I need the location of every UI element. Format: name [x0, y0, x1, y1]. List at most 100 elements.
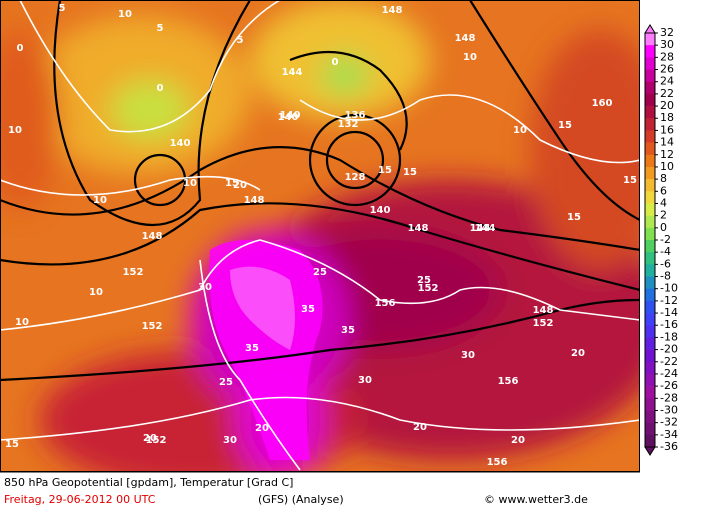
- contour-label: 152: [146, 435, 167, 446]
- colorbar-label: -4: [660, 245, 671, 258]
- colorbar-band: [645, 252, 655, 265]
- colorbar-label: 16: [660, 123, 674, 136]
- caption-title: 850 hPa Geopotential [gpdam], Temperatur…: [4, 476, 293, 489]
- colorbar-label: -16: [660, 318, 678, 331]
- colorbar-band: [645, 240, 655, 253]
- colorbar-band: [645, 69, 655, 83]
- colorbar-arrow-top: [644, 24, 656, 34]
- contour-label: 152: [142, 321, 163, 332]
- contour-label: 148: [455, 33, 476, 44]
- colorbar-band: [645, 81, 655, 95]
- contour-label: 132: [338, 119, 359, 130]
- contour-label: 10: [463, 52, 477, 63]
- colorbar-band: [645, 142, 655, 156]
- contour-label: 30: [358, 375, 372, 386]
- colorbar-band: [645, 154, 655, 168]
- colorbar-band: [645, 179, 655, 192]
- temperature-contours: [0, 0, 640, 471]
- contour-label: 148: [382, 5, 403, 16]
- contour-label: 160: [592, 98, 613, 109]
- colorbar-label: 10: [660, 160, 674, 173]
- contour-label: 0: [17, 43, 24, 54]
- contour-label: 30: [223, 435, 237, 446]
- contour-label: 20: [233, 180, 247, 191]
- contour-label: 5: [237, 35, 244, 46]
- colorbar-label: 4: [660, 196, 667, 209]
- colorbar-band: [645, 337, 655, 350]
- contour-label: 140: [280, 110, 301, 121]
- contour-label: 156: [375, 298, 396, 309]
- colorbar-band: [645, 349, 655, 363]
- colorbar-band: [645, 373, 655, 387]
- colorbar-label: 30: [660, 38, 674, 51]
- contour-label: 15: [403, 167, 417, 178]
- contour-label: 152: [418, 283, 439, 294]
- contour-label: 20: [255, 423, 269, 434]
- contour-label: 10: [513, 125, 527, 136]
- contour-label: 15: [5, 439, 19, 450]
- contour-label: 15: [623, 175, 637, 186]
- colorbar-label: -14: [660, 306, 678, 319]
- colorbar-label: 18: [660, 111, 674, 124]
- colorbar-label: -6: [660, 257, 671, 270]
- contour-label: 25: [219, 377, 233, 388]
- colorbar-band: [645, 33, 655, 46]
- colorbar-band: [645, 93, 655, 107]
- caption-date: Freitag, 29-06-2012 00 UTC: [4, 493, 156, 506]
- colorbar-band: [645, 398, 655, 411]
- contour-label: 152: [123, 267, 144, 278]
- contour-label: 35: [301, 304, 315, 315]
- contour-label: 136: [345, 110, 366, 121]
- colorbar-band: [645, 203, 655, 216]
- colorbar-label: 26: [660, 63, 674, 76]
- colorbar-label: -26: [660, 379, 678, 392]
- contour-label: 15: [378, 165, 392, 176]
- contour-label: 144: [475, 223, 496, 234]
- colorbar-band: [645, 422, 655, 436]
- contour-label: 15: [558, 120, 572, 131]
- contour-label: 10: [118, 9, 132, 20]
- contour-label: 144: [282, 67, 303, 78]
- colorbar: 32302826242220181614121086420-2-4-6-8-10…: [644, 24, 678, 456]
- colorbar-band: [645, 325, 655, 338]
- contour-label: 156: [498, 376, 519, 387]
- colorbar-label: 6: [660, 184, 667, 197]
- colorbar-band: [645, 276, 655, 290]
- colorbar-band: [645, 434, 655, 448]
- colorbar-label: 20: [660, 99, 674, 112]
- contour-label: 15: [225, 178, 239, 189]
- contour-label: 148: [244, 195, 265, 206]
- contour-label: 35: [341, 325, 355, 336]
- colorbar-band: [645, 386, 655, 399]
- colorbar-label: -12: [660, 294, 678, 307]
- contour-label: 0: [332, 57, 339, 68]
- contour-label: 30: [198, 282, 212, 293]
- colorbar-label: 32: [660, 26, 674, 39]
- contour-label: 10: [15, 317, 29, 328]
- colorbar-label: -10: [660, 282, 678, 295]
- colorbar-band: [645, 106, 655, 119]
- contour-label: 20: [511, 435, 525, 446]
- contour-label: 20: [413, 422, 427, 433]
- colorbar-band: [645, 118, 655, 131]
- contour-label: 140: [278, 112, 299, 123]
- hot-core: [230, 266, 295, 350]
- colorbar-band: [645, 57, 655, 70]
- colorbar-band: [645, 45, 655, 58]
- contour-label: 140: [170, 138, 191, 149]
- contour-label: 10: [89, 287, 103, 298]
- geopotential-contours: [0, 0, 640, 382]
- contour-label: 128: [345, 172, 366, 183]
- contour-label: 148: [533, 305, 554, 316]
- colorbar-label: -30: [660, 403, 678, 416]
- temperature-field: [0, 0, 640, 472]
- colorbar-label: 0: [660, 221, 667, 234]
- colorbar-band: [645, 130, 655, 143]
- colorbar-arrow-bottom: [644, 446, 656, 456]
- colorbar-band: [645, 191, 655, 204]
- colorbar-label: -24: [660, 367, 678, 380]
- contour-label: 0: [157, 83, 164, 94]
- contour-label: 20: [571, 348, 585, 359]
- contour-label: 5: [157, 23, 164, 34]
